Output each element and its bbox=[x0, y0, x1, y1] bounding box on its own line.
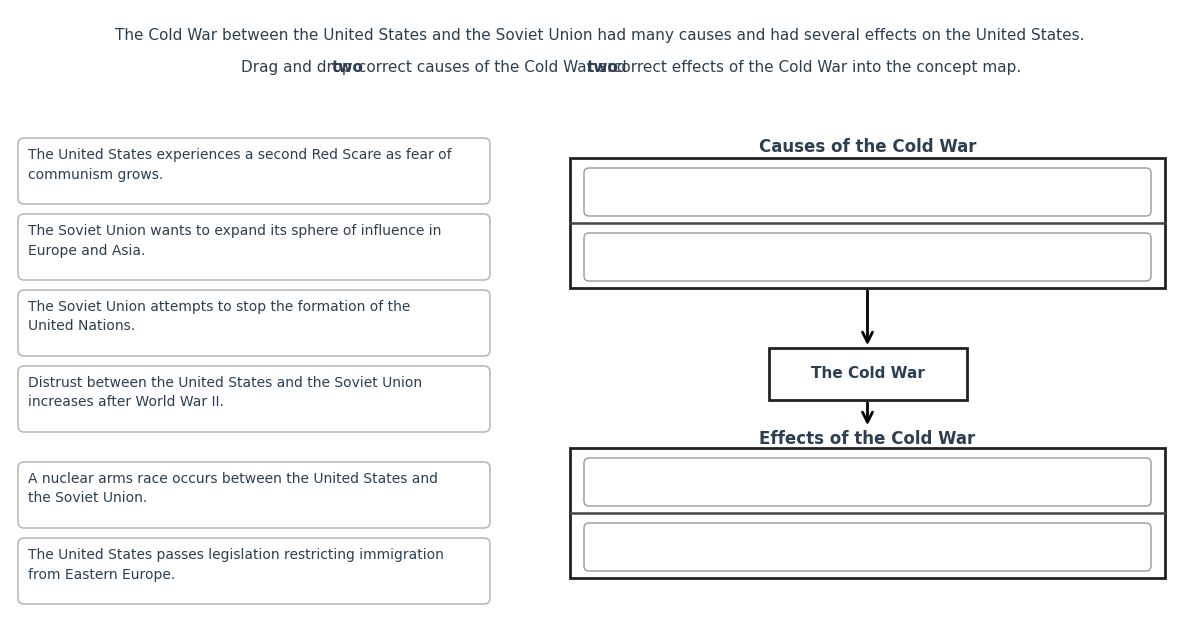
Text: The Cold War: The Cold War bbox=[810, 367, 924, 381]
Text: Effects of the Cold War: Effects of the Cold War bbox=[760, 430, 976, 448]
Text: Drag and drop: Drag and drop bbox=[241, 60, 356, 75]
Text: Distrust between the United States and the Soviet Union
increases after World Wa: Distrust between the United States and t… bbox=[28, 376, 422, 410]
FancyBboxPatch shape bbox=[18, 366, 490, 432]
FancyBboxPatch shape bbox=[18, 290, 490, 356]
Text: two: two bbox=[587, 60, 619, 75]
Bar bbox=[768, 348, 966, 400]
FancyBboxPatch shape bbox=[18, 462, 490, 528]
Text: Causes of the Cold War: Causes of the Cold War bbox=[758, 138, 977, 156]
Text: The Soviet Union wants to expand its sphere of influence in
Europe and Asia.: The Soviet Union wants to expand its sph… bbox=[28, 224, 442, 258]
Bar bbox=[570, 158, 1165, 288]
Text: The United States passes legislation restricting immigration
from Eastern Europe: The United States passes legislation res… bbox=[28, 548, 444, 581]
Text: two: two bbox=[332, 60, 364, 75]
FancyBboxPatch shape bbox=[584, 168, 1151, 216]
Text: The Soviet Union attempts to stop the formation of the
United Nations.: The Soviet Union attempts to stop the fo… bbox=[28, 300, 410, 333]
FancyBboxPatch shape bbox=[18, 214, 490, 280]
Text: The United States experiences a second Red Scare as fear of
communism grows.: The United States experiences a second R… bbox=[28, 148, 451, 181]
FancyBboxPatch shape bbox=[584, 523, 1151, 571]
Text: correct effects of the Cold War into the concept map.: correct effects of the Cold War into the… bbox=[608, 60, 1021, 75]
Text: correct causes of the Cold War and: correct causes of the Cold War and bbox=[353, 60, 631, 75]
FancyBboxPatch shape bbox=[584, 458, 1151, 506]
FancyBboxPatch shape bbox=[18, 538, 490, 604]
Text: The Cold War between the United States and the Soviet Union had many causes and : The Cold War between the United States a… bbox=[115, 28, 1085, 43]
FancyBboxPatch shape bbox=[584, 233, 1151, 281]
FancyBboxPatch shape bbox=[18, 138, 490, 204]
Text: A nuclear arms race occurs between the United States and
the Soviet Union.: A nuclear arms race occurs between the U… bbox=[28, 472, 438, 506]
Bar bbox=[570, 448, 1165, 578]
